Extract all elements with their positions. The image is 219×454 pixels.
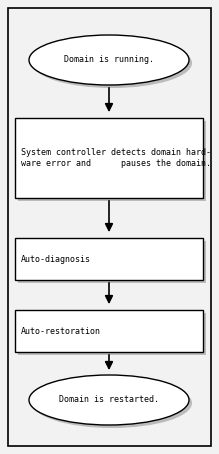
Bar <box>18 121 206 201</box>
Text: Domain is restarted.: Domain is restarted. <box>59 395 159 405</box>
Ellipse shape <box>29 35 189 85</box>
Bar <box>15 238 203 280</box>
Text: Auto-diagnosis: Auto-diagnosis <box>21 255 91 263</box>
Bar <box>15 118 203 198</box>
Bar <box>18 241 206 283</box>
Bar <box>15 310 203 352</box>
Text: Auto-restoration: Auto-restoration <box>21 326 101 336</box>
Ellipse shape <box>32 38 192 88</box>
Bar <box>18 313 206 355</box>
Ellipse shape <box>29 375 189 425</box>
Text: System controller detects domain hard-
ware error and      pauses the domain.: System controller detects domain hard- w… <box>21 148 211 168</box>
Text: Domain is running.: Domain is running. <box>64 55 154 64</box>
Ellipse shape <box>32 378 192 428</box>
